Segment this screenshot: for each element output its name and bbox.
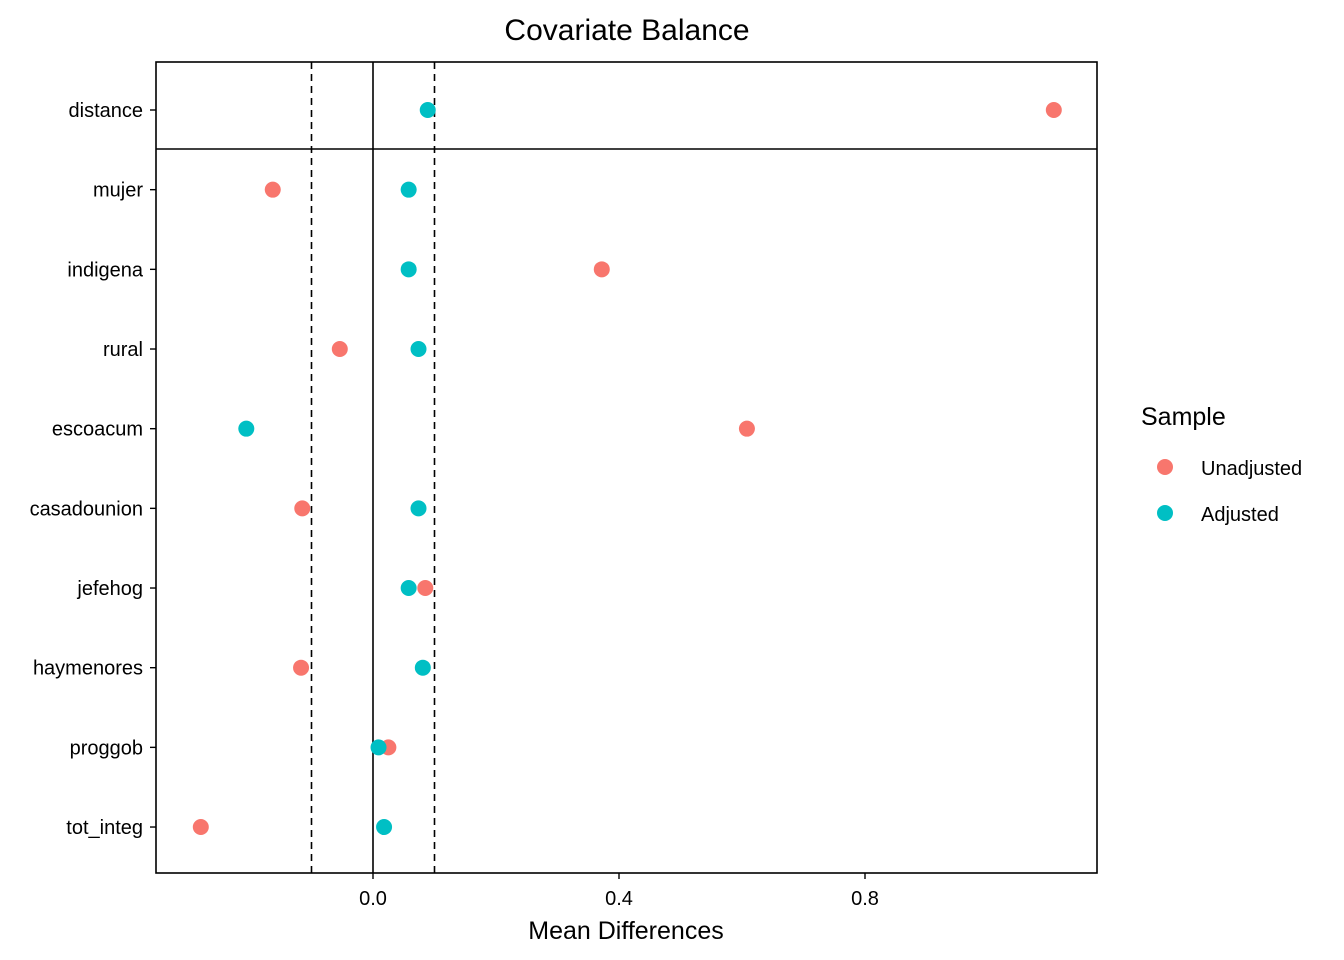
legend-key-unadjusted [1157,459,1173,475]
x-tick-label: 0.0 [359,888,387,910]
chart-title: Covariate Balance [504,14,749,47]
point-unadjusted-escoacum [738,420,755,437]
y-tick-label: distance [69,100,144,122]
x-tick-label: 0.8 [851,888,879,910]
y-tick-label: tot_integ [66,817,143,839]
point-adjusted-proggob [370,739,387,756]
legend-label-adjusted: Adjusted [1201,504,1279,526]
x-tick-label: 0.4 [605,888,633,910]
x-axis-title: Mean Differences [528,917,723,945]
y-tick-label: mujer [93,180,143,202]
point-adjusted-haymenores [414,659,431,676]
point-unadjusted-jefehog [417,580,434,597]
plot-panel-border [155,61,1098,874]
y-tick-label: jefehog [76,578,143,600]
legend: Sample Unadjusted Adjusted [1141,403,1302,526]
reference-lines [310,62,436,873]
point-adjusted-jefehog [400,580,417,597]
point-adjusted-distance [419,102,436,118]
point-adjusted-indigena [400,261,417,278]
plot-area [155,61,1098,874]
point-unadjusted-tot_integ [192,819,209,836]
point-adjusted-rural [410,341,427,358]
data-points [192,102,1062,836]
point-unadjusted-haymenores [293,659,310,676]
y-tick-label: proggob [70,737,143,759]
point-adjusted-casadounion [410,500,427,517]
y-tick-label: escoacum [52,419,143,441]
x-axis: 0.0 0.4 0.8 [359,873,879,910]
y-tick-label: indigena [67,259,144,281]
point-unadjusted-distance [1045,102,1062,118]
legend-title: Sample [1141,403,1226,431]
legend-key-adjusted [1157,505,1173,521]
y-tick-label: haymenores [33,658,143,680]
legend-label-unadjusted: Unadjusted [1201,458,1302,480]
point-unadjusted-indigena [593,261,610,278]
y-tick-label: rural [103,339,143,361]
point-adjusted-escoacum [238,420,255,437]
point-adjusted-mujer [400,181,417,198]
point-unadjusted-rural [331,341,348,358]
y-axis: distance mujer indigena rural escoacum casado… [30,100,156,839]
y-tick-label: casadounion [30,498,143,520]
point-adjusted-tot_integ [376,819,393,836]
point-unadjusted-casadounion [294,500,311,517]
point-unadjusted-mujer [264,181,281,198]
